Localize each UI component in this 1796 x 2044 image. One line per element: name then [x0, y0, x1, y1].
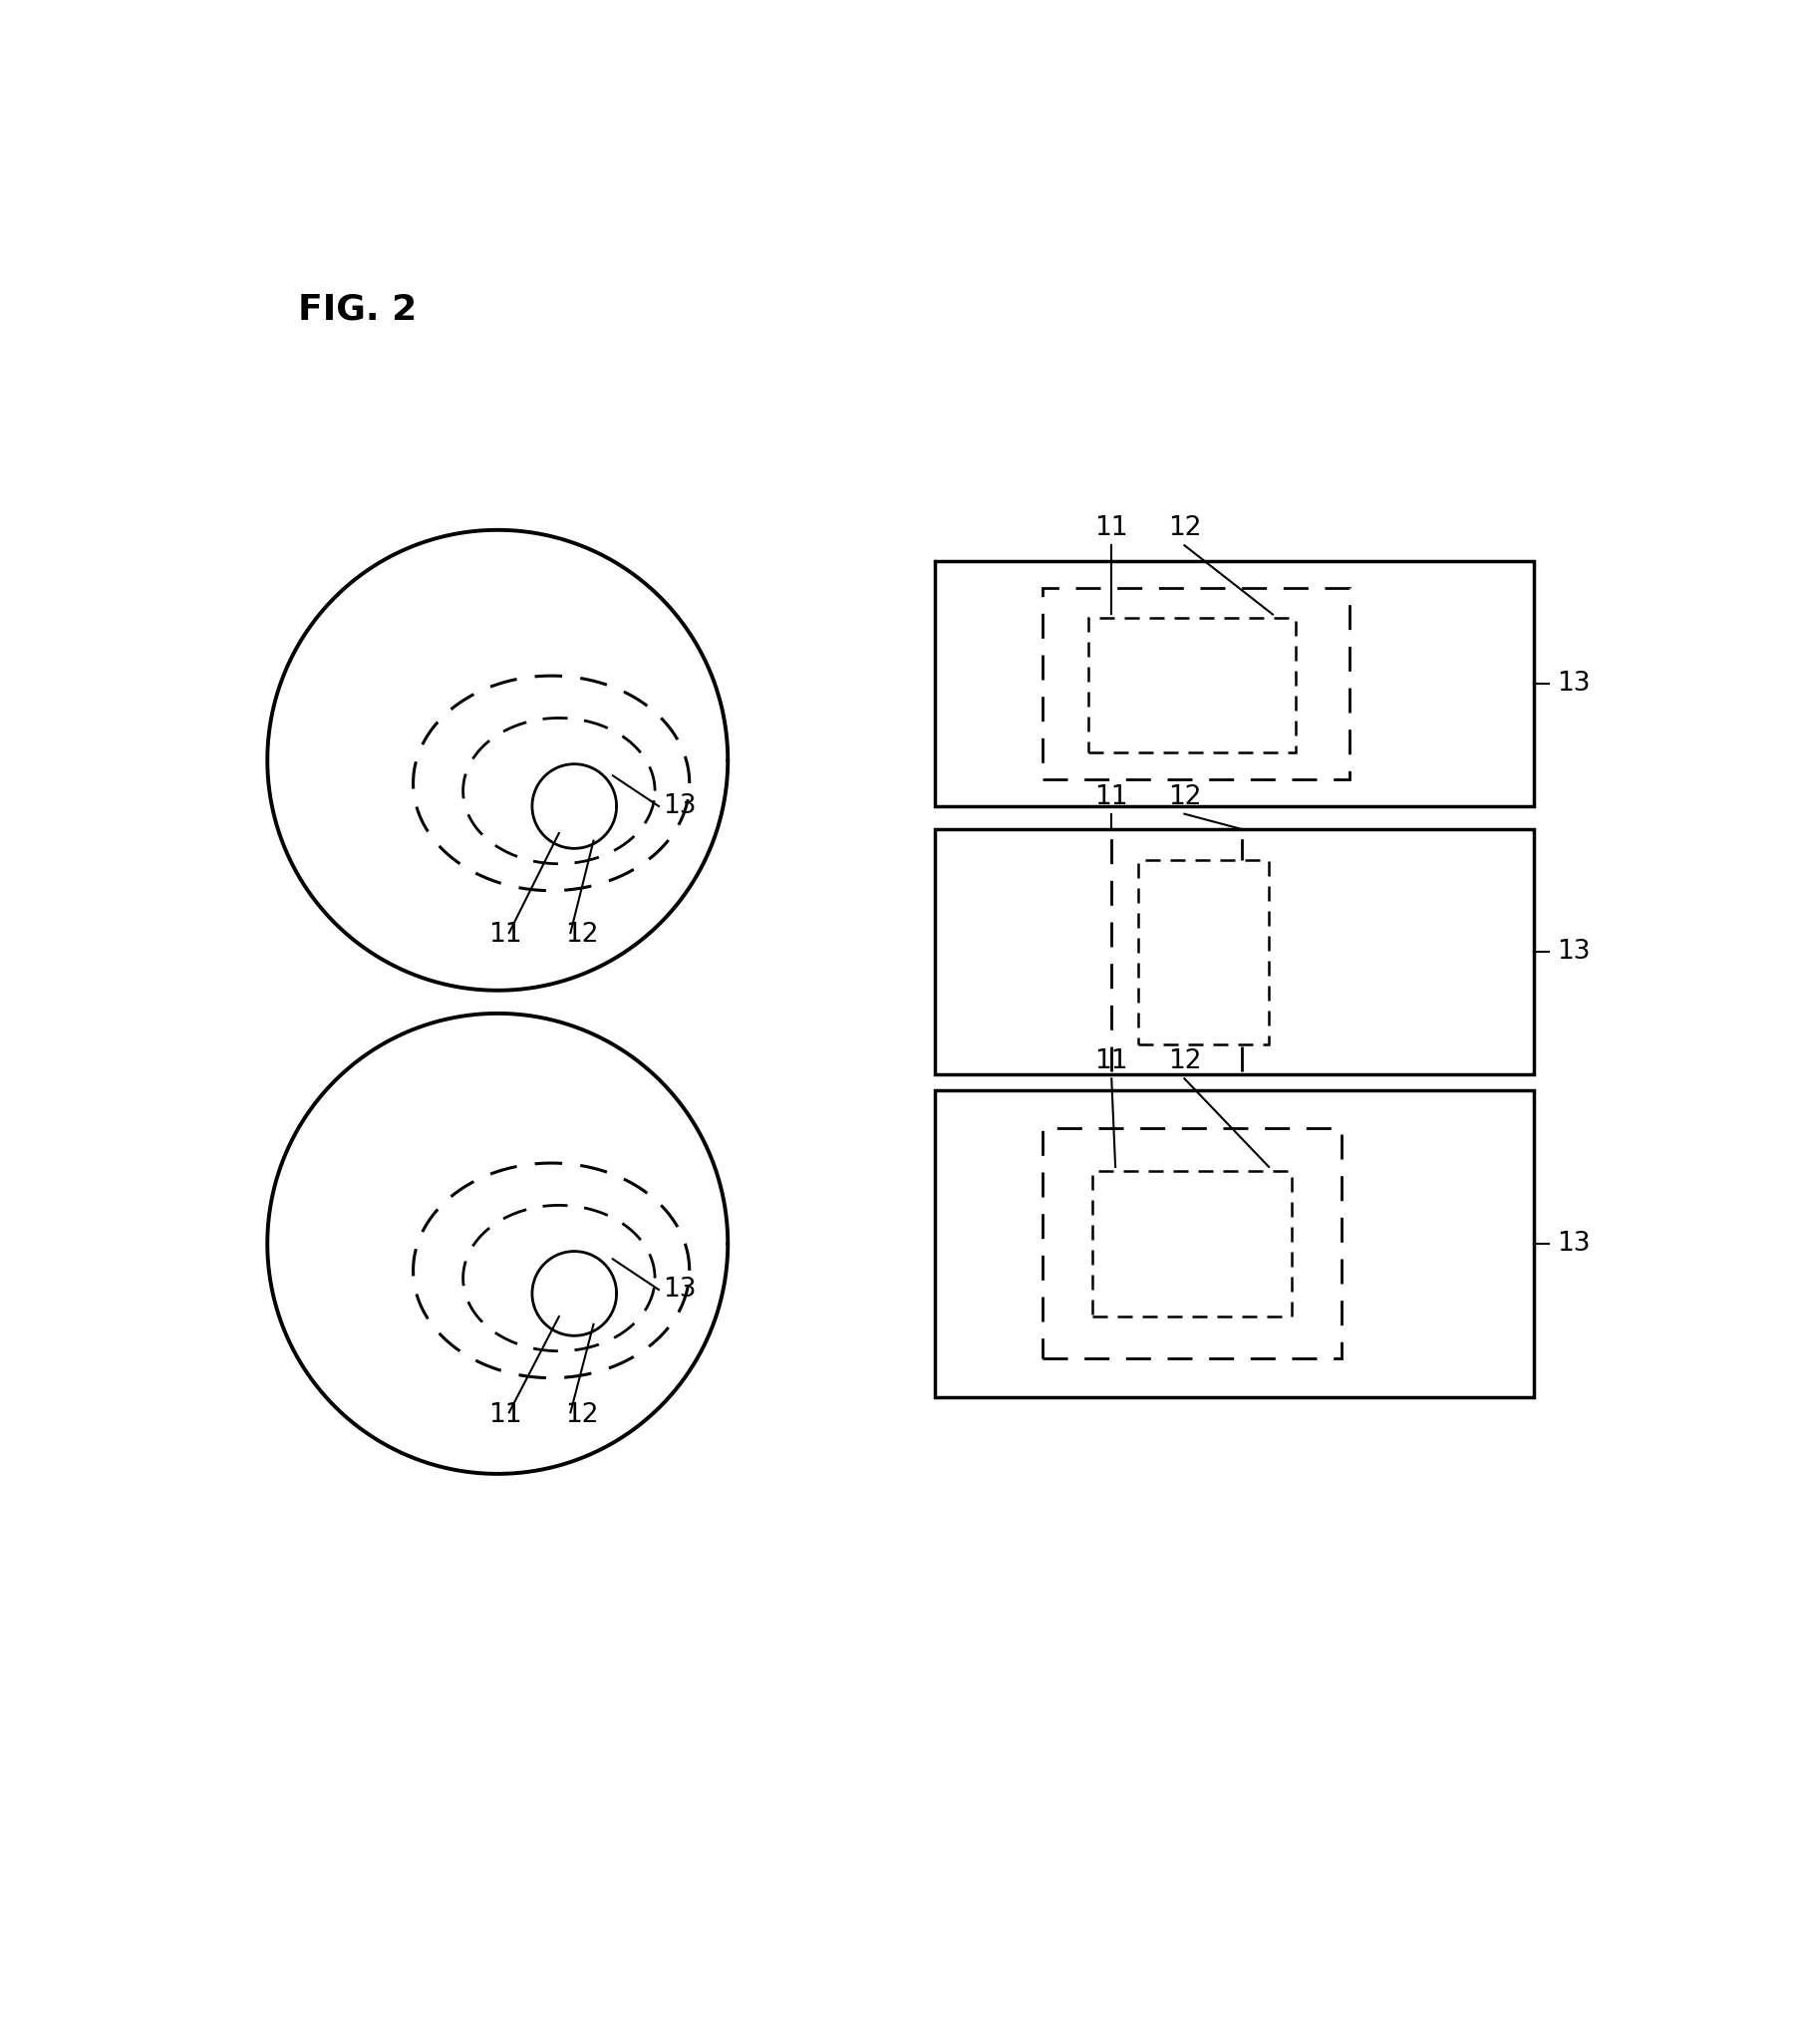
- Bar: [936, 1089, 1534, 1398]
- Bar: [1139, 861, 1268, 1044]
- Text: 13: 13: [663, 793, 697, 820]
- Text: 12: 12: [1167, 1049, 1202, 1075]
- Text: 12: 12: [1167, 785, 1202, 809]
- Bar: [1088, 617, 1295, 752]
- Text: 11: 11: [1096, 1049, 1128, 1075]
- Text: 12: 12: [566, 1402, 598, 1429]
- Text: 13: 13: [1557, 938, 1589, 965]
- Text: 11: 11: [489, 922, 523, 948]
- Text: 13: 13: [663, 1278, 697, 1302]
- Bar: [936, 560, 1534, 805]
- Bar: [936, 830, 1534, 1075]
- Text: 13: 13: [1557, 670, 1589, 697]
- Text: 13: 13: [1557, 1230, 1589, 1257]
- Text: FIG. 2: FIG. 2: [298, 292, 417, 325]
- Text: 11: 11: [1096, 515, 1128, 542]
- Bar: [1042, 587, 1349, 779]
- Text: 12: 12: [566, 922, 598, 948]
- Text: 11: 11: [489, 1402, 523, 1429]
- Text: 11: 11: [1096, 785, 1128, 809]
- Bar: [1092, 1171, 1291, 1316]
- Text: 12: 12: [1167, 515, 1202, 542]
- Bar: [1042, 1128, 1342, 1359]
